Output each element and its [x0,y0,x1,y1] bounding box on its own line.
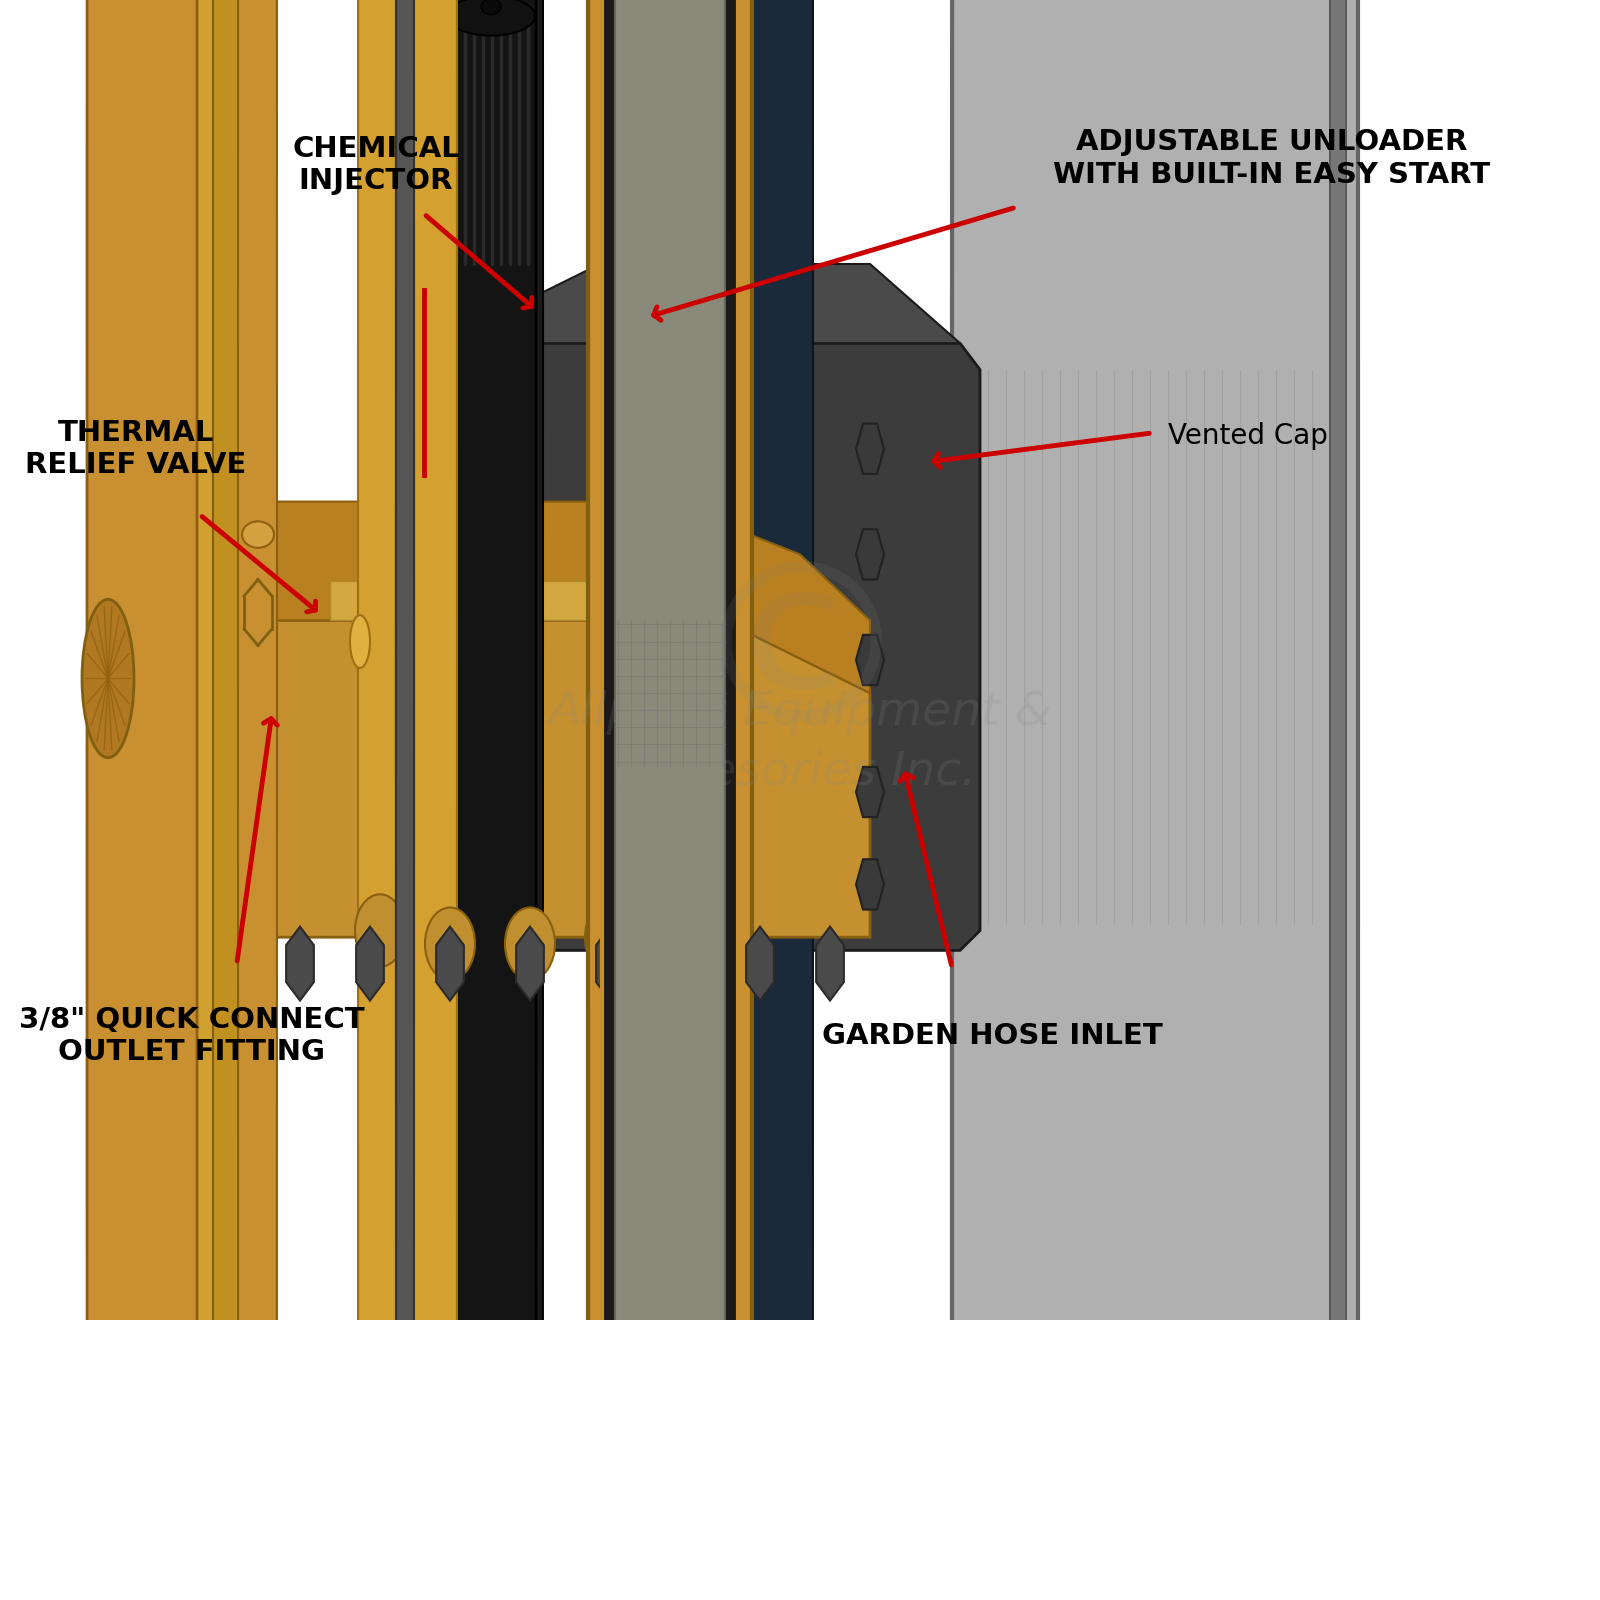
Ellipse shape [242,522,274,547]
Text: DWD2536 Pump: DWD2536 Pump [1061,1379,1539,1430]
Circle shape [602,0,738,1600]
Text: ccesories Inc.: ccesories Inc. [174,1474,344,1498]
Text: Allparts Equipment &: Allparts Equipment & [549,690,1051,736]
Text: Features: Features [1170,1469,1430,1522]
Circle shape [397,0,414,1600]
Polygon shape [856,635,883,685]
Polygon shape [517,926,544,1000]
Text: GARDEN HOSE INLET: GARDEN HOSE INLET [822,1022,1162,1050]
Polygon shape [357,926,384,1000]
Circle shape [1330,0,1346,1600]
Polygon shape [440,264,960,344]
Circle shape [1330,0,1346,1600]
Circle shape [197,0,274,1600]
Circle shape [397,0,414,1600]
Polygon shape [856,766,883,818]
Ellipse shape [666,894,715,966]
Text: Vented Cap: Vented Cap [1168,421,1328,450]
Polygon shape [677,926,704,1000]
Polygon shape [235,621,870,938]
FancyBboxPatch shape [437,0,542,1600]
Ellipse shape [426,907,475,981]
Text: Accesories Inc.: Accesories Inc. [624,750,976,795]
Text: MODEL: DWD2536    MADE IN ITALY: MODEL: DWD2536 MADE IN ITALY [622,608,797,619]
FancyBboxPatch shape [611,0,674,1600]
FancyBboxPatch shape [446,0,536,1600]
Ellipse shape [350,614,370,667]
Text: ©: © [0,1362,14,1379]
Text: 3/8" QUICK CONNECT
OUTLET FITTING: 3/8" QUICK CONNECT OUTLET FITTING [19,1006,365,1067]
Ellipse shape [355,894,405,966]
Text: THERMAL
RELIEF VALVE: THERMAL RELIEF VALVE [26,419,246,478]
Text: CHEMICAL
INJECTOR: CHEMICAL INJECTOR [293,134,459,195]
FancyBboxPatch shape [606,0,678,1600]
Polygon shape [856,859,883,909]
Ellipse shape [586,901,635,973]
Polygon shape [816,926,843,1000]
Circle shape [589,0,752,1600]
Ellipse shape [506,907,555,981]
FancyBboxPatch shape [597,0,813,1600]
Polygon shape [78,1350,163,1570]
Polygon shape [350,659,550,950]
Circle shape [1330,0,1346,1600]
Circle shape [213,0,258,1600]
Ellipse shape [608,165,678,197]
Circle shape [1330,0,1346,1600]
Polygon shape [856,424,883,474]
Polygon shape [437,926,464,1000]
Ellipse shape [82,600,134,758]
FancyBboxPatch shape [952,0,1358,1600]
Ellipse shape [446,0,534,35]
Polygon shape [597,926,624,1000]
Ellipse shape [482,0,501,14]
Polygon shape [18,1350,102,1570]
Text: llparts Equipment &: llparts Equipment & [174,1406,424,1430]
Text: ©: © [690,554,910,766]
Text: ✦✦: ✦✦ [686,506,723,525]
Polygon shape [746,926,774,1000]
FancyBboxPatch shape [238,0,277,1600]
Polygon shape [286,926,314,1000]
Circle shape [1330,0,1346,1600]
Polygon shape [856,530,883,579]
FancyBboxPatch shape [86,0,258,1600]
Polygon shape [400,344,979,950]
Polygon shape [235,501,870,693]
Circle shape [397,0,414,1600]
Text: ADJUSTABLE UNLOADER
WITH BUILT-IN EASY START: ADJUSTABLE UNLOADER WITH BUILT-IN EASY S… [1053,128,1491,189]
FancyBboxPatch shape [442,0,539,1600]
Circle shape [1330,0,1346,1600]
Circle shape [397,0,414,1600]
Circle shape [614,0,725,1600]
Polygon shape [330,581,701,621]
FancyBboxPatch shape [358,0,458,1600]
